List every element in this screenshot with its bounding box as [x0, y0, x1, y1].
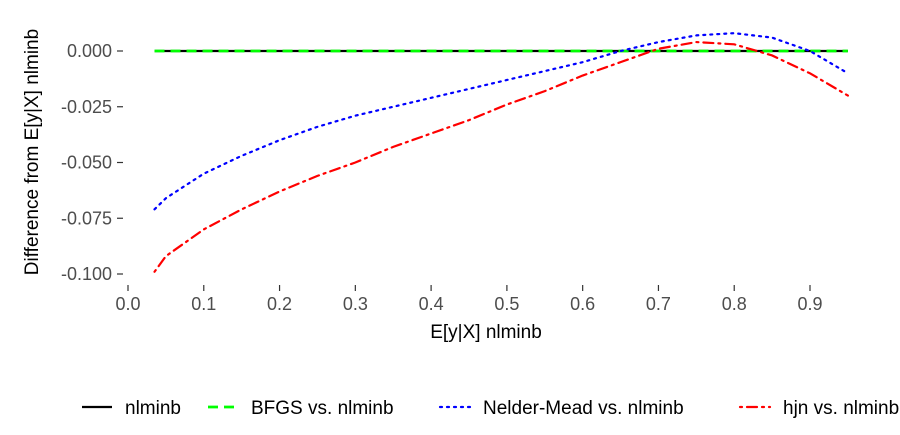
x-tick-label: 0.6	[570, 294, 595, 314]
legend-label-0: nlminb	[125, 398, 181, 419]
x-tick-label: 0.1	[191, 294, 216, 314]
x-tick-label: 0.4	[419, 294, 444, 314]
y-tick-label: -0.100	[61, 264, 112, 284]
x-axis: 0.0 0.1 0.2 0.3 0.4 0.5 0.6 0.7 0.8 0.9	[115, 285, 823, 314]
series-line-3	[153, 40, 849, 273]
x-axis-title: E[y|X] nlminb	[430, 322, 542, 343]
series-lines	[153, 32, 849, 273]
legend-label-1: BFGS vs. nlminb	[251, 398, 394, 419]
x-tick-label: 0.0	[115, 294, 140, 314]
y-tick-label: -0.075	[61, 208, 112, 228]
y-axis: 0.000 -0.025 -0.050 -0.075 -0.100	[61, 41, 123, 284]
y-tick-label: -0.025	[61, 97, 112, 117]
x-tick-label: 0.9	[797, 294, 822, 314]
y-axis-title: Difference from E[y|X] nlminb	[22, 29, 43, 275]
x-tick-label: 0.5	[494, 294, 519, 314]
legend-label-3: hjn vs. nlminb	[783, 398, 899, 419]
y-tick-label: -0.050	[61, 153, 112, 173]
x-tick-label: 0.3	[343, 294, 368, 314]
y-tick-label: 0.000	[67, 41, 112, 61]
x-tick-label: 0.8	[722, 294, 747, 314]
x-tick-label: 0.2	[267, 294, 292, 314]
series-line-2	[153, 32, 849, 211]
legend: nlminb BFGS vs. nlminb Nelder-Mead vs. nlm…	[82, 398, 899, 419]
legend-label-2: Nelder-Mead vs. nlminb	[483, 398, 684, 419]
x-tick-label: 0.7	[646, 294, 671, 314]
